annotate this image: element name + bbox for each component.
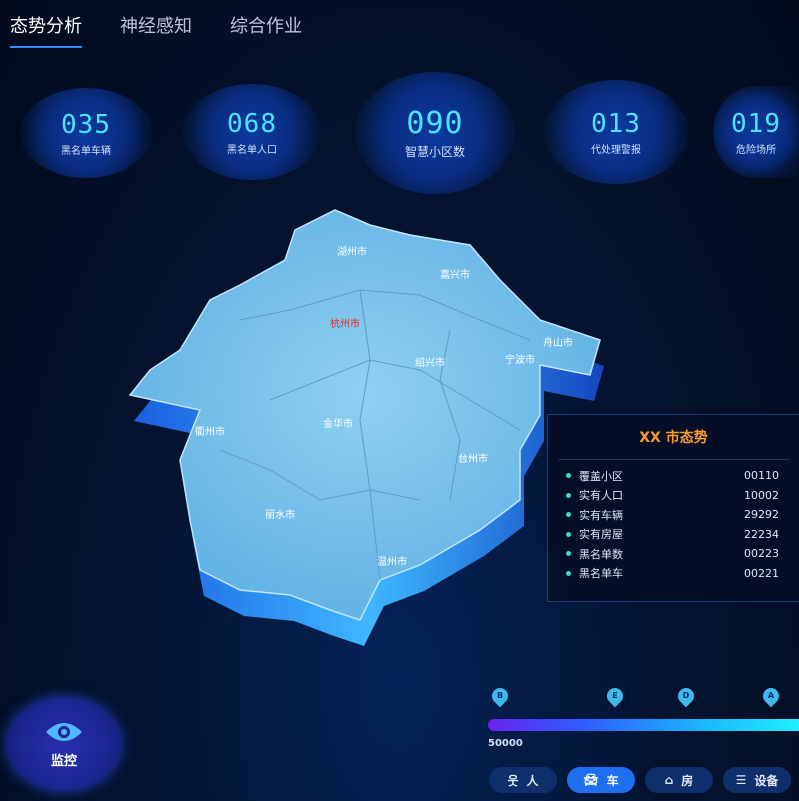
city-situation-panel: XX 市态势 覆盖小区 00110 实有人口 10002 实有车辆 29292 实有房… (547, 414, 799, 602)
province-map: 湖州市 嘉兴市 杭州市 舟山市 绍兴市 宁波市 衢州市 金华市 台州市 丽水市 … (128, 209, 604, 646)
city-label[interactable]: 衢州市 (195, 425, 225, 438)
row-label: 实有人口 (579, 489, 623, 503)
car-icon: 🚘︎ (583, 773, 599, 787)
monitor-button[interactable]: 监控 (8, 698, 120, 790)
city-label[interactable]: 嘉兴市 (440, 268, 470, 281)
stat-pending-alerts: 013 代处理警报 (544, 80, 688, 184)
city-label[interactable]: 金华市 (323, 417, 353, 430)
marker-letter: B (496, 691, 504, 700)
row-value: 29292 (744, 508, 779, 522)
row-label: 实有房屋 (579, 528, 623, 542)
panel-title: XX 市态势 (558, 427, 789, 460)
city-label[interactable]: 舟山市 (543, 336, 573, 349)
bullet-icon (566, 492, 571, 498)
city-label[interactable]: 宁波市 (505, 353, 535, 366)
stat-label: 黑名单车辆 (61, 145, 111, 157)
stat-value: 013 (591, 108, 641, 139)
city-label[interactable]: 台州市 (458, 452, 488, 465)
bullet-icon (566, 473, 571, 479)
stat-value: 019 (731, 108, 781, 139)
stat-value: 035 (61, 109, 111, 140)
row-label: 实有车辆 (579, 508, 623, 522)
stat-blacklist-vehicles: 035 黑名单车辆 (20, 88, 152, 178)
filter-label: 房 (681, 773, 694, 788)
panel-row: 覆盖小区 00110 (548, 466, 799, 486)
stat-value: 090 (406, 106, 464, 141)
row-label: 黑名单数 (579, 547, 623, 561)
panel-row: 实有人口 10002 (548, 486, 799, 506)
gradient-scale-bar (488, 719, 799, 731)
stat-smart-communities: 090 智慧小区数 (355, 72, 515, 194)
city-label[interactable]: 温州市 (377, 555, 407, 568)
marker-pin-icon[interactable]: A (759, 684, 783, 708)
stat-value: 068 (227, 108, 277, 139)
panel-row: 实有房屋 22234 (548, 525, 799, 545)
marker-pin-icon[interactable]: E (603, 684, 627, 708)
panel-row: 黑名单车 00221 (548, 564, 799, 584)
marker-pin-icon[interactable]: D (674, 684, 698, 708)
filter-label: 车 (606, 773, 619, 788)
bullet-icon (566, 570, 571, 576)
tab-integrated-ops[interactable]: 综合作业 (230, 16, 302, 37)
marker-letter: A (767, 691, 775, 700)
filter-label: 人 (526, 773, 539, 788)
stat-dangerous-places: 019 危险场所 (713, 86, 799, 178)
filter-house-button[interactable]: ⌂ 房 (645, 767, 713, 793)
stat-blacklist-people: 068 黑名单人口 (183, 84, 321, 180)
legend-markers: B E D A (488, 684, 788, 708)
bullet-icon (566, 512, 571, 518)
city-label[interactable]: 绍兴市 (415, 356, 445, 369)
stat-label: 代处理警报 (591, 144, 641, 156)
marker-pin-icon[interactable]: B (488, 684, 512, 708)
bullet-icon (566, 551, 571, 557)
row-value: 00223 (744, 547, 779, 561)
marker-letter: D (682, 691, 690, 700)
stat-label: 智慧小区数 (404, 145, 465, 159)
person-icon: 웃 (507, 773, 519, 788)
filter-device-button[interactable]: ☰ 设备 (723, 767, 791, 793)
tab-situation-analysis[interactable]: 态势分析 (10, 12, 82, 48)
panel-rows: 覆盖小区 00110 实有人口 10002 实有车辆 29292 实有房屋 22234 … (548, 466, 799, 583)
row-value: 00221 (744, 566, 779, 580)
row-label: 黑名单车 (579, 567, 623, 581)
stat-label: 黑名单人口 (227, 144, 277, 156)
city-label-highlighted[interactable]: 杭州市 (330, 317, 360, 330)
row-value: 22234 (744, 527, 779, 541)
bullet-icon (566, 531, 571, 537)
eye-icon (46, 722, 82, 741)
monitor-label: 监控 (50, 753, 77, 769)
top-tabs: 态势分析 神经感知 综合作业 (10, 12, 302, 48)
scale-min-label: 50000 (488, 738, 523, 749)
stat-label: 危险场所 (736, 144, 776, 156)
device-icon: ☰ (735, 773, 747, 787)
filter-label: 设备 (754, 773, 779, 788)
city-label[interactable]: 湖州市 (337, 245, 367, 258)
panel-row: 实有车辆 29292 (548, 505, 799, 525)
panel-row: 黑名单数 00223 (548, 544, 799, 564)
row-value: 00110 (744, 469, 779, 483)
row-label: 覆盖小区 (579, 469, 623, 483)
house-icon: ⌂ (664, 773, 674, 787)
tab-neural-perception[interactable]: 神经感知 (120, 16, 192, 37)
filter-car-button[interactable]: 🚘︎ 车 (567, 767, 635, 793)
marker-letter: E (612, 691, 618, 700)
city-label[interactable]: 丽水市 (265, 508, 295, 521)
row-value: 10002 (744, 488, 779, 502)
